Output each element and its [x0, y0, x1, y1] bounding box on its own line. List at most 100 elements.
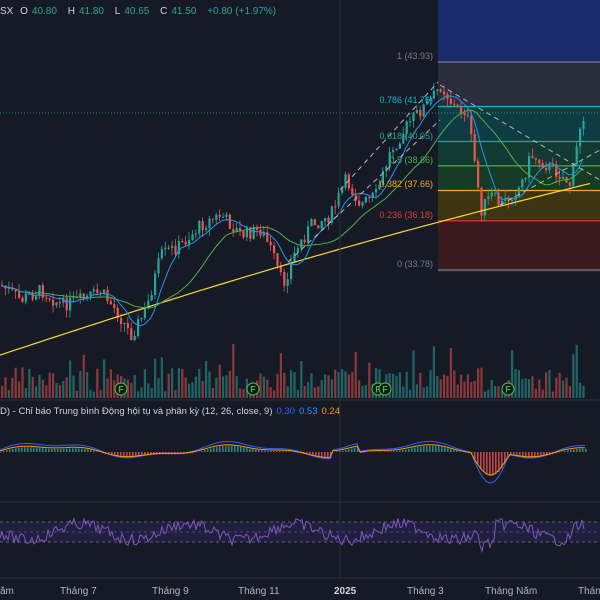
- candle-body: [133, 335, 136, 341]
- macd-histogram-bar: [522, 452, 524, 458]
- candle-body: [48, 298, 51, 300]
- fib-zone: [438, 106, 600, 142]
- candle-body: [201, 221, 204, 231]
- volume-bar: [205, 360, 208, 398]
- candle-body: [79, 293, 82, 298]
- volume-bar: [79, 370, 82, 398]
- candle-body: [157, 258, 160, 274]
- macd-histogram-bar: [33, 447, 35, 452]
- candle-body: [164, 247, 167, 250]
- macd-histogram-bar: [354, 447, 356, 452]
- fib-level-label: 0.236 (36.18): [379, 209, 433, 220]
- candle-body: [409, 121, 412, 123]
- macd-pane: [0, 440, 587, 484]
- candle-body: [531, 156, 534, 158]
- candle-body: [259, 229, 262, 236]
- candle-body: [347, 174, 350, 189]
- macd-histogram-bar: [93, 450, 95, 452]
- volume-bar: [449, 348, 452, 398]
- macd-histogram-bar: [135, 452, 137, 458]
- macd-histogram-bar: [150, 452, 152, 456]
- macd-histogram-bar: [243, 447, 245, 452]
- macd-histogram-bar: [492, 452, 494, 476]
- macd-histogram-bar: [450, 448, 452, 452]
- candle-body: [507, 197, 510, 201]
- volume-bar: [310, 373, 313, 398]
- macd-histogram-bar: [261, 450, 263, 452]
- volume-bar: [208, 371, 211, 398]
- event-marker-label: F: [250, 385, 256, 395]
- x-axis-label: Thán: [578, 586, 600, 597]
- macd-histogram-bar: [498, 452, 500, 473]
- macd-histogram-bar: [324, 452, 326, 459]
- macd-histogram-bar: [489, 452, 491, 476]
- macd-histogram-bar: [75, 448, 77, 452]
- macd-histogram-bar: [15, 448, 17, 452]
- candle-body: [378, 184, 381, 190]
- volume-bar: [279, 353, 282, 398]
- volume-bar: [232, 344, 235, 398]
- open-label: O: [20, 6, 28, 17]
- candle-body: [181, 240, 184, 242]
- macd-histogram-bar: [54, 448, 56, 452]
- rsi-line: [0, 517, 585, 554]
- macd-histogram-bar: [240, 446, 242, 452]
- event-marker-label: F: [382, 385, 388, 395]
- volume-bar: [143, 369, 146, 398]
- volume-bar: [575, 344, 578, 398]
- macd-histogram-bar: [264, 450, 266, 452]
- volume-bar: [565, 377, 568, 398]
- volume-bar: [147, 383, 150, 398]
- volume-bar: [242, 388, 245, 398]
- candle-body: [517, 187, 520, 196]
- volume-bar: [7, 390, 10, 398]
- candle-body: [575, 146, 578, 165]
- volume-bar: [460, 374, 463, 398]
- candle-body: [361, 202, 364, 206]
- macd-histogram-bar: [123, 452, 125, 458]
- macd-histogram-bar: [276, 450, 278, 452]
- volume-bar: [75, 391, 78, 398]
- volume-bar: [483, 391, 486, 398]
- candle-body: [184, 241, 187, 245]
- volume-bar: [262, 376, 265, 398]
- volume-bar: [500, 391, 503, 398]
- volume-bar: [24, 388, 27, 398]
- fibonacci-retracement[interactable]: [438, 61, 600, 272]
- macd-histogram-bar: [339, 451, 341, 452]
- candle-body: [222, 216, 225, 218]
- macd-histogram-bar: [573, 449, 575, 452]
- candle-body: [320, 221, 323, 229]
- candle-body: [582, 120, 585, 129]
- macd-histogram-bar: [564, 450, 566, 452]
- candle-body: [235, 227, 238, 233]
- macd-histogram-bar: [210, 448, 212, 452]
- macd-histogram-bar: [66, 448, 68, 452]
- macd-histogram-bar: [111, 452, 113, 456]
- volume-bar: [317, 386, 320, 398]
- macd-histogram-bar: [351, 448, 353, 452]
- volume-bar: [524, 378, 527, 398]
- macd-histogram-bar: [138, 452, 140, 457]
- fib-zone: [438, 270, 600, 272]
- macd-histogram-bar: [510, 452, 512, 456]
- volume-bar: [415, 384, 418, 398]
- volume-bar: [225, 375, 228, 398]
- macd-header[interactable]: D) - Chỉ báo Trung bình Động hội tụ và p…: [0, 406, 340, 417]
- macd-histogram-bar: [438, 446, 440, 452]
- macd-histogram-bar: [270, 450, 272, 452]
- macd-histogram-bar: [459, 451, 461, 452]
- candle-body: [398, 143, 401, 149]
- candle-body: [385, 166, 388, 172]
- macd-histogram-bar: [114, 452, 116, 457]
- candle-body: [480, 187, 483, 216]
- macd-histogram-bar: [519, 452, 521, 457]
- volume-bar: [72, 375, 75, 398]
- candle-body: [358, 200, 361, 206]
- volume-bar: [558, 372, 561, 398]
- volume-bar: [99, 390, 102, 398]
- candle-body: [473, 134, 476, 161]
- macd-histogram-bar: [390, 451, 392, 452]
